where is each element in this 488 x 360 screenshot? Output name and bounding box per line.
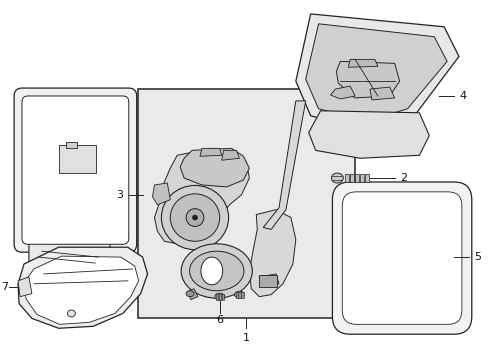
Ellipse shape — [67, 310, 75, 317]
Polygon shape — [347, 59, 377, 67]
Bar — [345, 174, 348, 182]
Text: 7: 7 — [1, 282, 8, 292]
Ellipse shape — [234, 291, 244, 298]
Ellipse shape — [181, 244, 252, 298]
Polygon shape — [187, 289, 198, 300]
Polygon shape — [152, 183, 170, 205]
FancyBboxPatch shape — [22, 96, 128, 244]
Bar — [65, 143, 77, 148]
Bar — [238, 292, 241, 298]
Polygon shape — [295, 14, 458, 131]
Ellipse shape — [331, 173, 343, 183]
Bar — [359, 174, 363, 182]
Polygon shape — [336, 61, 399, 98]
Text: 4: 4 — [458, 91, 465, 101]
Text: 6: 6 — [216, 315, 223, 325]
Polygon shape — [330, 86, 354, 99]
Ellipse shape — [170, 194, 219, 241]
Ellipse shape — [192, 215, 197, 220]
Polygon shape — [369, 87, 394, 100]
Polygon shape — [259, 274, 279, 287]
Bar — [354, 174, 358, 182]
Bar — [138, 89, 354, 318]
Text: 2: 2 — [399, 173, 406, 183]
Polygon shape — [305, 24, 446, 121]
Polygon shape — [308, 111, 428, 158]
FancyBboxPatch shape — [14, 88, 137, 252]
Bar — [218, 294, 221, 300]
Polygon shape — [18, 247, 147, 328]
Bar — [349, 174, 353, 182]
FancyBboxPatch shape — [29, 237, 110, 274]
FancyBboxPatch shape — [342, 192, 461, 324]
Polygon shape — [18, 277, 32, 297]
Text: 1: 1 — [243, 333, 249, 343]
Polygon shape — [249, 210, 295, 297]
Bar — [259, 275, 277, 287]
Bar — [221, 294, 224, 300]
Bar — [59, 145, 96, 173]
Bar — [364, 174, 368, 182]
Bar — [235, 292, 238, 298]
Ellipse shape — [186, 291, 194, 297]
Polygon shape — [200, 148, 221, 156]
Ellipse shape — [214, 293, 224, 300]
Polygon shape — [263, 101, 305, 229]
Text: 3: 3 — [116, 190, 122, 200]
Ellipse shape — [201, 257, 222, 285]
FancyBboxPatch shape — [332, 182, 471, 334]
Polygon shape — [154, 148, 249, 244]
Polygon shape — [221, 150, 239, 160]
Polygon shape — [180, 148, 249, 187]
Ellipse shape — [189, 251, 244, 291]
Text: 5: 5 — [473, 252, 480, 262]
Ellipse shape — [161, 185, 228, 250]
Bar — [215, 294, 218, 300]
Polygon shape — [24, 256, 139, 324]
Bar — [241, 292, 244, 298]
Ellipse shape — [186, 209, 203, 226]
